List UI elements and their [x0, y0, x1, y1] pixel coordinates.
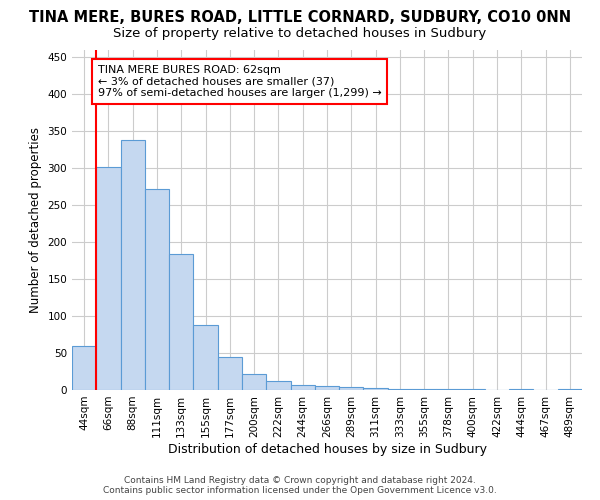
Text: Contains HM Land Registry data © Crown copyright and database right 2024.
Contai: Contains HM Land Registry data © Crown c…: [103, 476, 497, 495]
Bar: [339, 387, 364, 390]
X-axis label: Distribution of detached houses by size in Sudbury: Distribution of detached houses by size …: [167, 442, 487, 456]
Bar: [412, 388, 436, 390]
Bar: [364, 388, 388, 390]
Text: TINA MERE BURES ROAD: 62sqm
← 3% of detached houses are smaller (37)
97% of semi: TINA MERE BURES ROAD: 62sqm ← 3% of deta…: [97, 65, 381, 98]
Bar: [193, 325, 218, 390]
Bar: [145, 189, 169, 390]
Bar: [72, 346, 96, 390]
Bar: [121, 140, 145, 390]
Bar: [266, 381, 290, 390]
Bar: [242, 374, 266, 390]
Bar: [218, 356, 242, 390]
Bar: [388, 388, 412, 390]
Bar: [96, 167, 121, 390]
Text: Size of property relative to detached houses in Sudbury: Size of property relative to detached ho…: [113, 28, 487, 40]
Bar: [169, 254, 193, 390]
Bar: [290, 385, 315, 390]
Y-axis label: Number of detached properties: Number of detached properties: [29, 127, 42, 313]
Bar: [315, 386, 339, 390]
Text: TINA MERE, BURES ROAD, LITTLE CORNARD, SUDBURY, CO10 0NN: TINA MERE, BURES ROAD, LITTLE CORNARD, S…: [29, 10, 571, 25]
